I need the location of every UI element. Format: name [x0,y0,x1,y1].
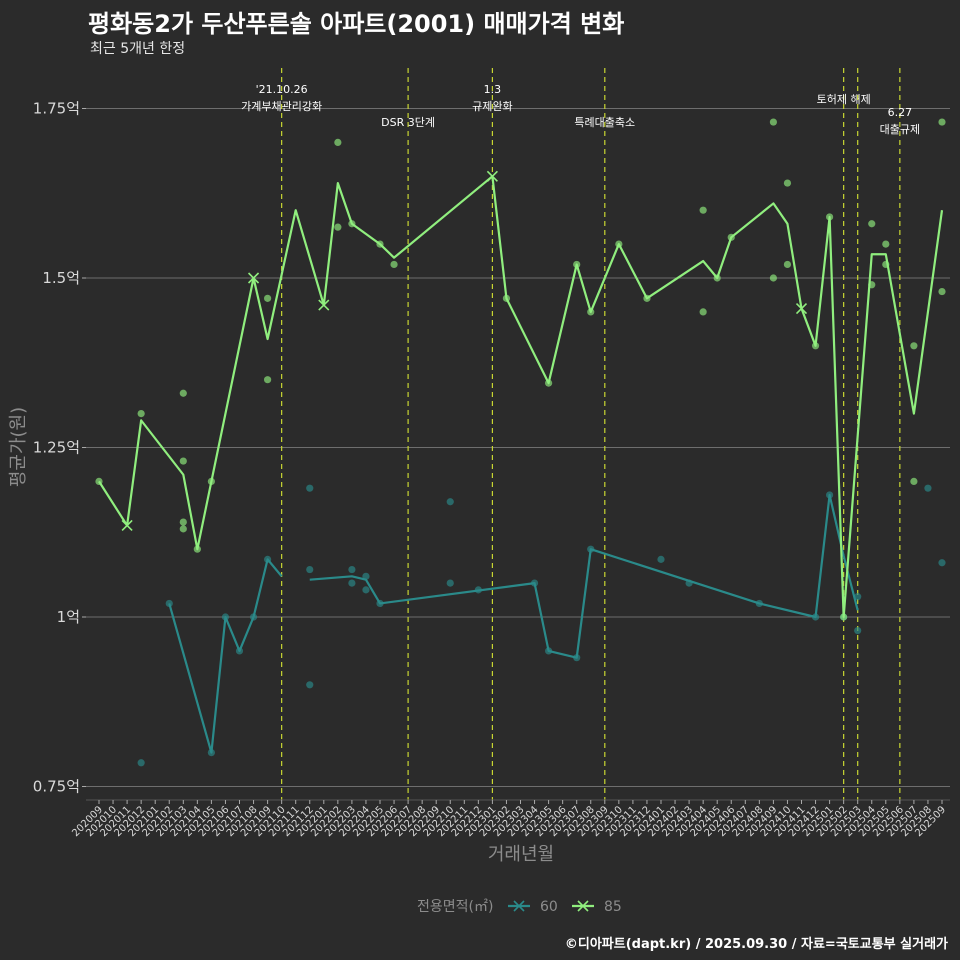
legend-title: 전용면적(㎡) [417,899,493,915]
y-tick-label: 0.75억 [33,778,80,796]
data-point-85 [334,138,342,146]
data-point-60 [854,626,862,635]
legend-label-85: 85 [604,899,622,915]
data-point-85 [334,223,342,231]
grid-layer [86,108,950,787]
marker-x-85 [318,299,330,311]
data-point-85 [769,274,778,282]
data-point-85 [938,287,946,296]
data-point-85 [882,240,890,248]
event-label: DSR 3단계 [381,116,435,129]
data-point-60 [137,759,145,767]
data-point-85 [910,477,918,485]
marker-x-85 [795,302,808,315]
data-point-85 [783,179,792,187]
marker-x-85 [121,519,133,532]
event-label: 규제완화 [472,100,512,113]
legend-label-60: 60 [540,899,558,915]
data-point-85 [264,294,272,302]
data-point-60 [362,572,370,580]
data-point-85 [868,220,876,228]
y-tick-label: 1억 [57,608,80,626]
data-point-85 [390,260,398,269]
y-tick-label: 1.75억 [33,100,80,118]
data-point-85 [137,410,145,418]
marker-x-85 [486,170,498,182]
data-point-60 [306,681,314,689]
legend: 전용면적(㎡) 60 85 [417,899,622,915]
data-point-85 [179,525,187,533]
event-label: 6.27 [888,106,913,119]
data-point-60 [446,579,454,587]
data-point-60 [348,565,356,574]
data-point-85 [699,206,707,214]
data-point-85 [264,376,272,384]
data-point-60 [657,555,665,563]
data-point-85 [783,260,792,269]
data-point-85 [938,118,946,126]
legend-swatch-marker [577,900,589,912]
data-point-85 [699,308,707,316]
event-label: '21.10.26 [256,83,308,96]
series-line-85 [98,175,944,619]
data-point-85 [179,389,187,397]
chart-subtitle: 최근 5개년 한정 [90,41,186,57]
axis-layer: 0.75억1억1.25억1.5억1.75억2020092020102020112… [33,100,950,839]
event-label: 대출규제 [880,123,920,136]
event-label: 토허제 해제 [817,92,871,106]
data-point-60 [446,498,454,506]
legend-swatch-marker [513,900,525,912]
data-point-85 [179,518,187,526]
data-point-60 [306,484,314,492]
marker-x-85 [247,272,260,284]
series-line-60 [168,558,283,754]
data-point-85 [910,342,918,350]
event-label: 특례대출축소 [574,116,635,129]
data-point-60 [348,579,356,587]
data-point-60 [938,559,946,567]
y-tick-label: 1.25억 [33,439,80,457]
chart-title: 평화동2가 두산푸른솔 아파트(2001) 매매가격 변화 [88,10,625,38]
x-axis-title: 거래년월 [488,844,554,865]
data-point-85 [769,118,778,126]
data-point-60 [362,586,370,594]
series-line-60 [309,493,859,659]
data-point-60 [306,565,314,574]
event-label: 가계부채관리강화 [241,100,322,113]
y-tick-label: 1.5억 [42,269,80,287]
data-point-85 [179,457,187,465]
source-caption: ©디아파트(dapt.kr) / 2025.09.30 / 자료=국토교통부 실… [564,937,948,952]
y-axis-title: 평균가(원) [8,407,29,487]
data-point-60 [854,593,862,601]
event-label: 1.3 [484,83,502,96]
data-point-60 [924,484,932,492]
series-layer [95,118,946,767]
